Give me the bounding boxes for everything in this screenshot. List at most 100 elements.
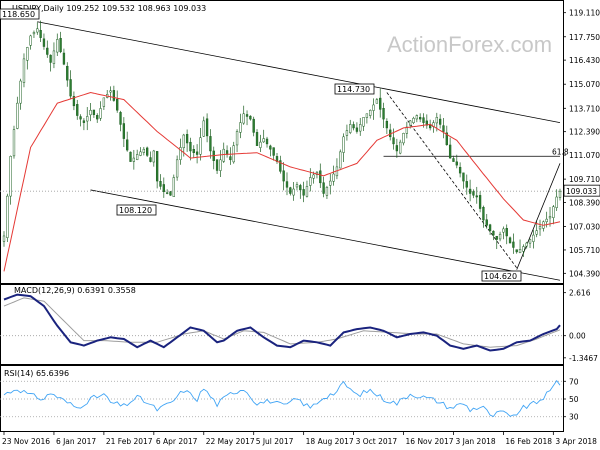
candle-body — [395, 145, 399, 152]
candle-body — [39, 29, 42, 38]
candle-body — [349, 124, 352, 133]
candle-body — [9, 156, 12, 197]
candle-body — [149, 157, 152, 162]
candle-body — [185, 134, 189, 144]
candle-body — [455, 161, 458, 166]
macd-tick-label: 2.616 — [569, 289, 591, 298]
candle-body — [522, 246, 525, 252]
x-tick-label: 3 Oct 2017 — [356, 437, 398, 446]
label-low-mid-box — [116, 204, 157, 216]
candle-body — [49, 54, 52, 63]
x-tick-label: 6 Apr 2017 — [156, 437, 198, 446]
candle-body — [292, 188, 295, 196]
candle-body — [86, 116, 89, 122]
candle-body — [142, 148, 145, 153]
candle-body — [382, 107, 385, 120]
candle-body — [492, 230, 495, 236]
candle-body — [399, 141, 402, 154]
candle-body — [309, 177, 312, 186]
price-layer: 118.650 108.120 114.730 104.620 61.8 — [0, 8, 569, 282]
candle-body — [285, 181, 289, 188]
macd-main-line — [3, 293, 561, 352]
candle-body — [478, 195, 482, 209]
candle-body — [116, 98, 119, 111]
candle-body — [249, 115, 252, 120]
current-price-badge — [563, 184, 600, 197]
candle-body — [179, 147, 182, 160]
candle-body — [122, 123, 126, 139]
candle-body — [245, 114, 249, 117]
candle-body — [355, 127, 359, 132]
candle-body — [485, 219, 488, 226]
channel-upper-line — [37, 21, 561, 124]
candle-body — [502, 228, 505, 233]
candle-body — [458, 166, 462, 174]
candle-body — [282, 170, 285, 182]
candle-body — [329, 180, 332, 186]
candle-body — [162, 184, 165, 192]
candle-body — [415, 115, 418, 120]
candle-body — [555, 196, 558, 208]
price-tick-label: 105.710 — [569, 246, 600, 255]
candle-body — [302, 189, 305, 196]
candle-body — [109, 90, 112, 93]
axis-layer: 119.110 117.750 116.430 115.070 113.710 112.3… — [2, 9, 600, 446]
x-tick-label: 3 Jan 2018 — [455, 437, 495, 446]
candle-body — [385, 120, 389, 129]
candle-body — [12, 129, 16, 157]
candle-body — [229, 156, 232, 161]
rsi-tick-label: 30 — [569, 413, 579, 422]
candle-body — [165, 192, 169, 194]
candle-body — [375, 99, 379, 104]
candle-body — [169, 191, 172, 196]
price-panel-frame — [0, 0, 564, 284]
macd-tick-label: -1.3467 — [569, 354, 598, 363]
candle-body — [475, 195, 478, 198]
candle-body — [159, 181, 162, 187]
label-high-left: 118.650 — [2, 10, 35, 19]
candle-body — [525, 242, 528, 247]
label-low-right: 104.620 — [484, 272, 517, 281]
price-tick-label: 104.390 — [569, 269, 600, 278]
candle-body — [495, 235, 498, 240]
candle-body — [239, 122, 242, 133]
candle-body — [505, 228, 508, 237]
candle-body — [62, 52, 66, 65]
label-high-oct-box — [334, 83, 375, 95]
candle-body — [72, 96, 76, 107]
candle-body — [102, 97, 106, 107]
candle-body — [76, 104, 79, 116]
x-tick-label: 5 Jul 2017 — [256, 437, 294, 446]
candle-body — [252, 118, 255, 133]
candle-body — [22, 58, 26, 83]
rsi-layer — [0, 379, 563, 418]
rsi-title: RSI(14) 65.6396 — [4, 369, 69, 378]
candle-body — [548, 216, 552, 219]
candle-body — [172, 177, 175, 197]
candle-body — [99, 108, 102, 119]
candle-body — [42, 38, 46, 47]
candle-body — [175, 159, 179, 178]
current-price-label: 109.033 — [566, 187, 597, 196]
candle-body — [205, 118, 209, 137]
price-tick-label: 116.430 — [569, 56, 600, 65]
x-tick-label: 18 Aug 2017 — [306, 437, 354, 446]
candle-body — [155, 151, 159, 182]
candle-body — [69, 79, 72, 97]
price-tick-label: 115.070 — [569, 80, 600, 89]
candle-body — [182, 134, 185, 149]
candle-body — [508, 237, 512, 244]
candle-body — [272, 147, 275, 156]
candle-body — [26, 47, 29, 61]
rsi-line — [3, 379, 561, 418]
candle-body — [32, 32, 36, 35]
candle-body — [2, 235, 6, 242]
candle-body — [235, 131, 239, 146]
candle-body — [209, 136, 212, 152]
candle-body — [445, 132, 448, 146]
rsi-panel-frame — [0, 365, 564, 432]
candle-body — [79, 116, 82, 120]
candle-body — [219, 159, 222, 171]
candle-body — [29, 35, 32, 46]
